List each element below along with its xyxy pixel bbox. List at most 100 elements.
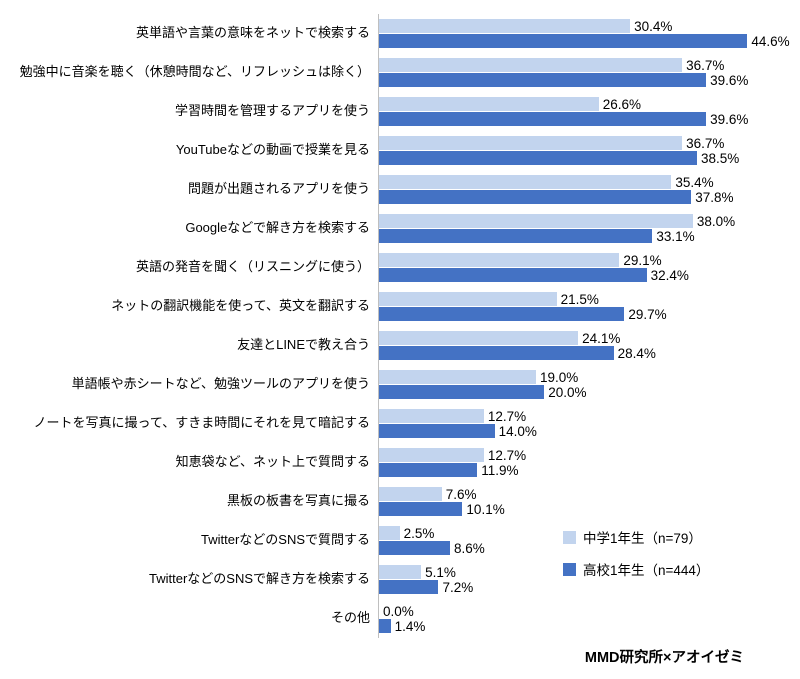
category-row: Googleなどで解き方を検索する 38.0% 33.1% [8,209,792,248]
bar-line: 0.0% [379,604,792,619]
bar-senior-high [379,229,653,243]
bar-junior-high [379,526,400,540]
value-label: 29.7% [628,306,667,322]
category-label: TwitterなどのSNSで質問する [200,532,370,548]
value-label: 39.6% [710,111,749,127]
value-label: 28.4% [617,345,656,361]
value-label: 21.5% [560,291,599,307]
bar-group: 21.5% 29.7% [378,287,792,326]
bar-senior-high [379,424,495,438]
bar-senior-high [379,151,697,165]
category-label: 黒板の板書を写真に撮る [226,493,370,509]
value-label: 38.0% [696,213,736,229]
bar-line: 44.6% [379,33,792,49]
bar-group: 12.7% 11.9% [378,443,792,482]
bar-line: 28.4% [379,345,792,361]
value-label: 29.1% [623,252,662,268]
category-row: YouTubeなどの動画で授業を見る 36.7% 38.5% [8,131,792,170]
bar-senior-high [379,73,707,87]
bar-junior-high [379,175,672,189]
bar-junior-high [379,370,536,384]
bar-line: 29.1% [379,252,792,268]
category-label: 英語の発音を聞く（リスニングに使う） [135,259,370,275]
bar-senior-high [379,307,625,321]
category-row: ノートを写真に撮って、すきま時間にそれを見て暗記する 12.7% 14.0% [8,404,792,443]
bar-line: 5.1% [379,564,792,580]
bar-line: 8.6% [379,540,792,556]
bar-senior-high [379,385,545,399]
value-label: 36.7% [686,135,725,151]
value-label: 7.6% [445,486,477,502]
category-label: 学習時間を管理するアプリを使う [174,103,370,119]
value-label: 8.6% [454,540,485,556]
bar-line: 12.7% [379,448,792,463]
value-label: 36.7% [686,57,725,73]
bar-line: 38.5% [379,151,792,166]
bar-junior-high [379,448,484,462]
bar-group: 2.5% 8.6% [378,521,792,560]
category-label: Googleなどで解き方を検索する [185,220,370,236]
value-label: 1.4% [394,618,426,634]
bar-line: 20.0% [379,384,792,400]
bar-senior-high [379,541,451,555]
category-row: 単語帳や赤シートなど、勉強ツールのアプリを使う 19.0% 20.0% [8,365,792,404]
category-row: 友達とLINEで教え合う 24.1% 28.4% [8,326,792,365]
bar-line: 26.6% [379,96,792,112]
bar-line: 39.6% [379,72,792,88]
bar-junior-high [379,292,557,306]
bar-rows: 英単語や言葉の意味をネットで検索する 30.4% 44.6% 勉強中に音楽を聴く（休憩… [8,14,792,638]
category-label: 知恵袋など、ネット上で質問する [175,454,370,470]
category-label: その他 [330,610,370,626]
bar-line: 7.6% [379,486,792,502]
bar-senior-high [379,190,692,204]
category-row: 英語の発音を聞く（リスニングに使う） 29.1% 32.4% [8,248,792,287]
category-row: その他 0.0% 1.4% [8,599,792,638]
bar-line: 36.7% [379,135,792,151]
bar-senior-high [379,346,614,360]
category-row: TwitterなどのSNSで解き方を検索する 5.1% 7.2% [8,560,792,599]
bar-line: 14.0% [379,424,792,439]
category-label: 勉強中に音楽を聴く（休憩時間など、リフレッシュは除く） [19,64,370,80]
category-label: ネットの翻訳機能を使って、英文を翻訳する [111,298,370,314]
value-label: 33.1% [656,228,695,244]
bar-line: 21.5% [379,291,792,307]
bar-senior-high [379,463,478,477]
value-label: 26.6% [602,96,641,112]
value-label: 20.0% [548,384,587,400]
value-label: 39.6% [710,72,749,88]
category-label: YouTubeなどの動画で授業を見る [175,142,370,158]
category-row: 問題が出題されるアプリを使う 35.4% 37.8% [8,170,792,209]
category-row: 英単語や言葉の意味をネットで検索する 30.4% 44.6% [8,14,792,53]
category-label: 問題が出題されるアプリを使う [187,181,370,197]
bar-group: 26.6% 39.6% [378,92,792,131]
bar-junior-high [379,136,683,150]
value-label: 5.1% [425,564,456,580]
bar-line: 37.8% [379,190,792,205]
value-label: 12.7% [487,408,527,424]
value-label: 7.2% [442,579,474,595]
bar-group: 35.4% 37.8% [378,170,792,209]
value-label: 44.6% [751,33,790,49]
bar-line: 11.9% [379,463,792,478]
legend-item-junior-high: 中学1年生（n=79） [563,527,709,547]
bar-junior-high [379,331,579,345]
value-label: 19.0% [539,369,579,385]
value-label: 32.4% [650,267,689,283]
bar-line: 12.7% [379,408,792,424]
bar-line: 1.4% [379,618,792,634]
bar-line: 2.5% [379,525,792,541]
value-label: 2.5% [403,525,435,541]
bar-line: 10.1% [379,502,792,517]
bar-group: 29.1% 32.4% [378,248,792,287]
bar-junior-high [379,565,422,579]
category-label: 友達とLINEで教え合う [237,337,370,353]
bar-senior-high [379,502,463,516]
bar-line: 38.0% [379,213,792,229]
category-label: 単語帳や赤シートなど、勉強ツールのアプリを使う [71,376,370,392]
bar-junior-high [379,214,693,228]
bar-junior-high [379,253,620,267]
bar-group: 7.6% 10.1% [378,482,792,521]
legend-label-senior-high: 高校1年生（n=444） [583,563,710,578]
bar-group: 5.1% 7.2% [378,560,792,599]
